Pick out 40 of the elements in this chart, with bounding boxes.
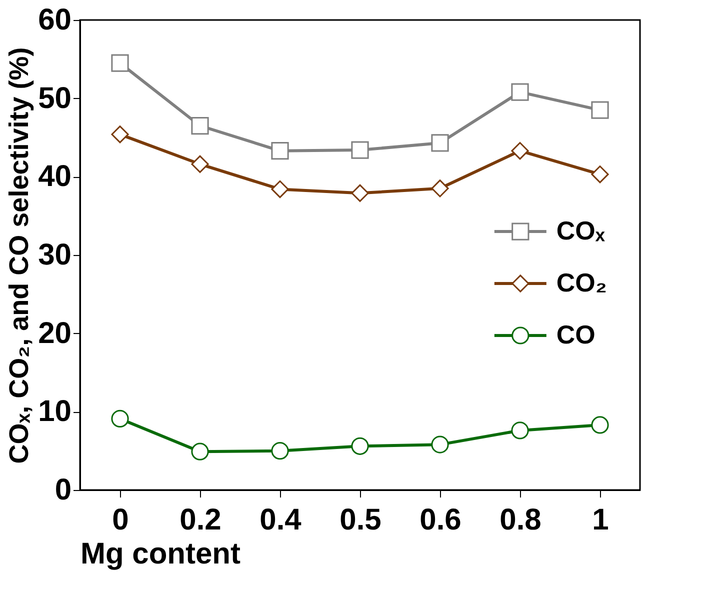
- x-tick-label: 0.8: [500, 504, 542, 536]
- y-tick-label: 40: [38, 160, 72, 194]
- legend-label: COₓ: [556, 216, 606, 246]
- point: [431, 134, 449, 152]
- legend-label: CO₂: [556, 268, 607, 298]
- x-axis-title: Mg content: [80, 538, 240, 570]
- point: [111, 410, 129, 428]
- point: [111, 126, 129, 144]
- x-tick-label: 0.4: [260, 504, 302, 536]
- x-tick-label: 0.6: [420, 504, 462, 536]
- point: [271, 180, 289, 198]
- point: [271, 442, 289, 460]
- point: [431, 180, 449, 198]
- y-tick-label: 50: [38, 82, 72, 115]
- y-tick-label: 60: [38, 4, 72, 36]
- legend-label: CO: [556, 320, 596, 350]
- y-tick-label: 0: [54, 474, 72, 506]
- point: [271, 142, 289, 160]
- x-tick-label: 0: [112, 504, 129, 536]
- point: [511, 142, 529, 160]
- point: [591, 416, 609, 434]
- point: [111, 54, 129, 72]
- point: [191, 116, 209, 135]
- x-tick-label: 0.2: [180, 504, 222, 536]
- point: [431, 436, 449, 454]
- y-tick-label: 10: [38, 395, 72, 428]
- x-tick-label: 1: [592, 504, 609, 536]
- point: [591, 166, 609, 184]
- y-tick-label: 30: [38, 238, 72, 272]
- point: [511, 83, 529, 101]
- point: [351, 437, 369, 455]
- point: [351, 141, 369, 159]
- point: [591, 101, 609, 119]
- point: [191, 442, 209, 460]
- x-tick-label: 0.5: [340, 504, 382, 536]
- point: [511, 422, 529, 440]
- y-axis-title: COₓ, CO₂, and CO selectivity (%): [4, 47, 34, 464]
- y-tick-label: 20: [38, 316, 72, 350]
- point: [351, 184, 369, 202]
- point: [191, 155, 209, 173]
